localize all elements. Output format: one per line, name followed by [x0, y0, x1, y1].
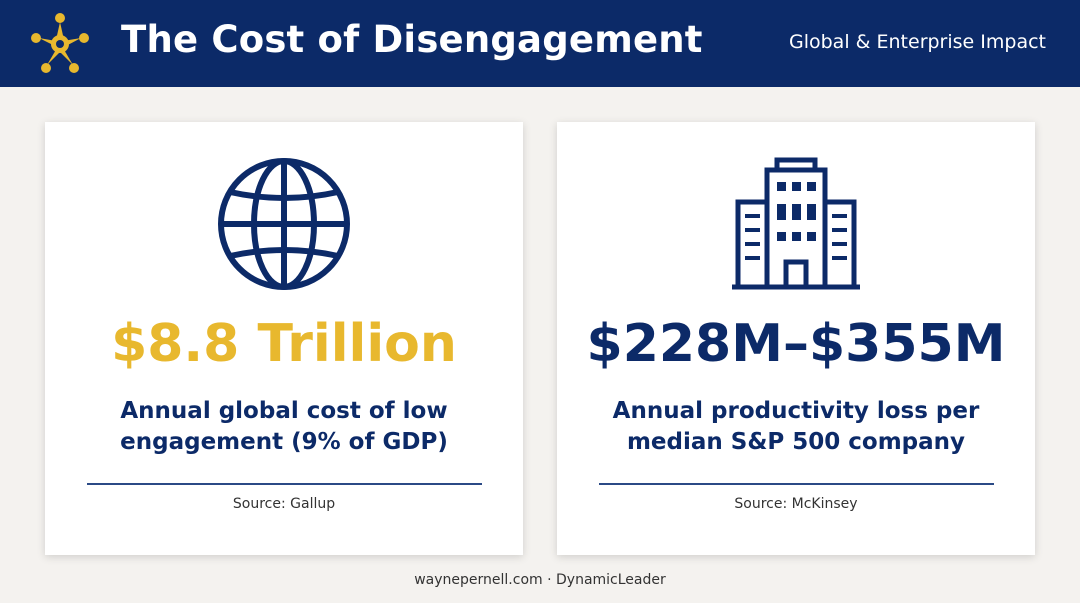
source: Source: McKinsey: [734, 496, 858, 512]
title: The Cost of Disengagement: [121, 18, 703, 61]
card: $228M–$355M Annual productivity loss per…: [557, 122, 1035, 555]
description: median S&P 500 company: [626, 429, 966, 455]
stat-value: $8.8 Trillion: [111, 314, 457, 374]
description: Annual global cost of low: [120, 398, 448, 424]
divider: [599, 483, 994, 485]
logo: [31, 13, 89, 73]
source: Source: Gallup: [232, 496, 336, 512]
stat-value: $228M–$355M: [586, 314, 1006, 374]
description: Annual productivity loss per: [612, 398, 980, 424]
building-icon: [732, 157, 860, 290]
header: The Cost of Disengagement Global & Enter…: [0, 0, 1080, 87]
globe-icon: [218, 158, 350, 290]
description: engagement (9% of GDP): [120, 429, 448, 455]
subtitle: Global & Enterprise Impact: [789, 31, 1046, 53]
card: $8.8 Trillion Annual global cost of low …: [45, 122, 523, 555]
divider: [87, 483, 482, 485]
footer: waynepernell.com · DynamicLeader: [414, 572, 666, 588]
